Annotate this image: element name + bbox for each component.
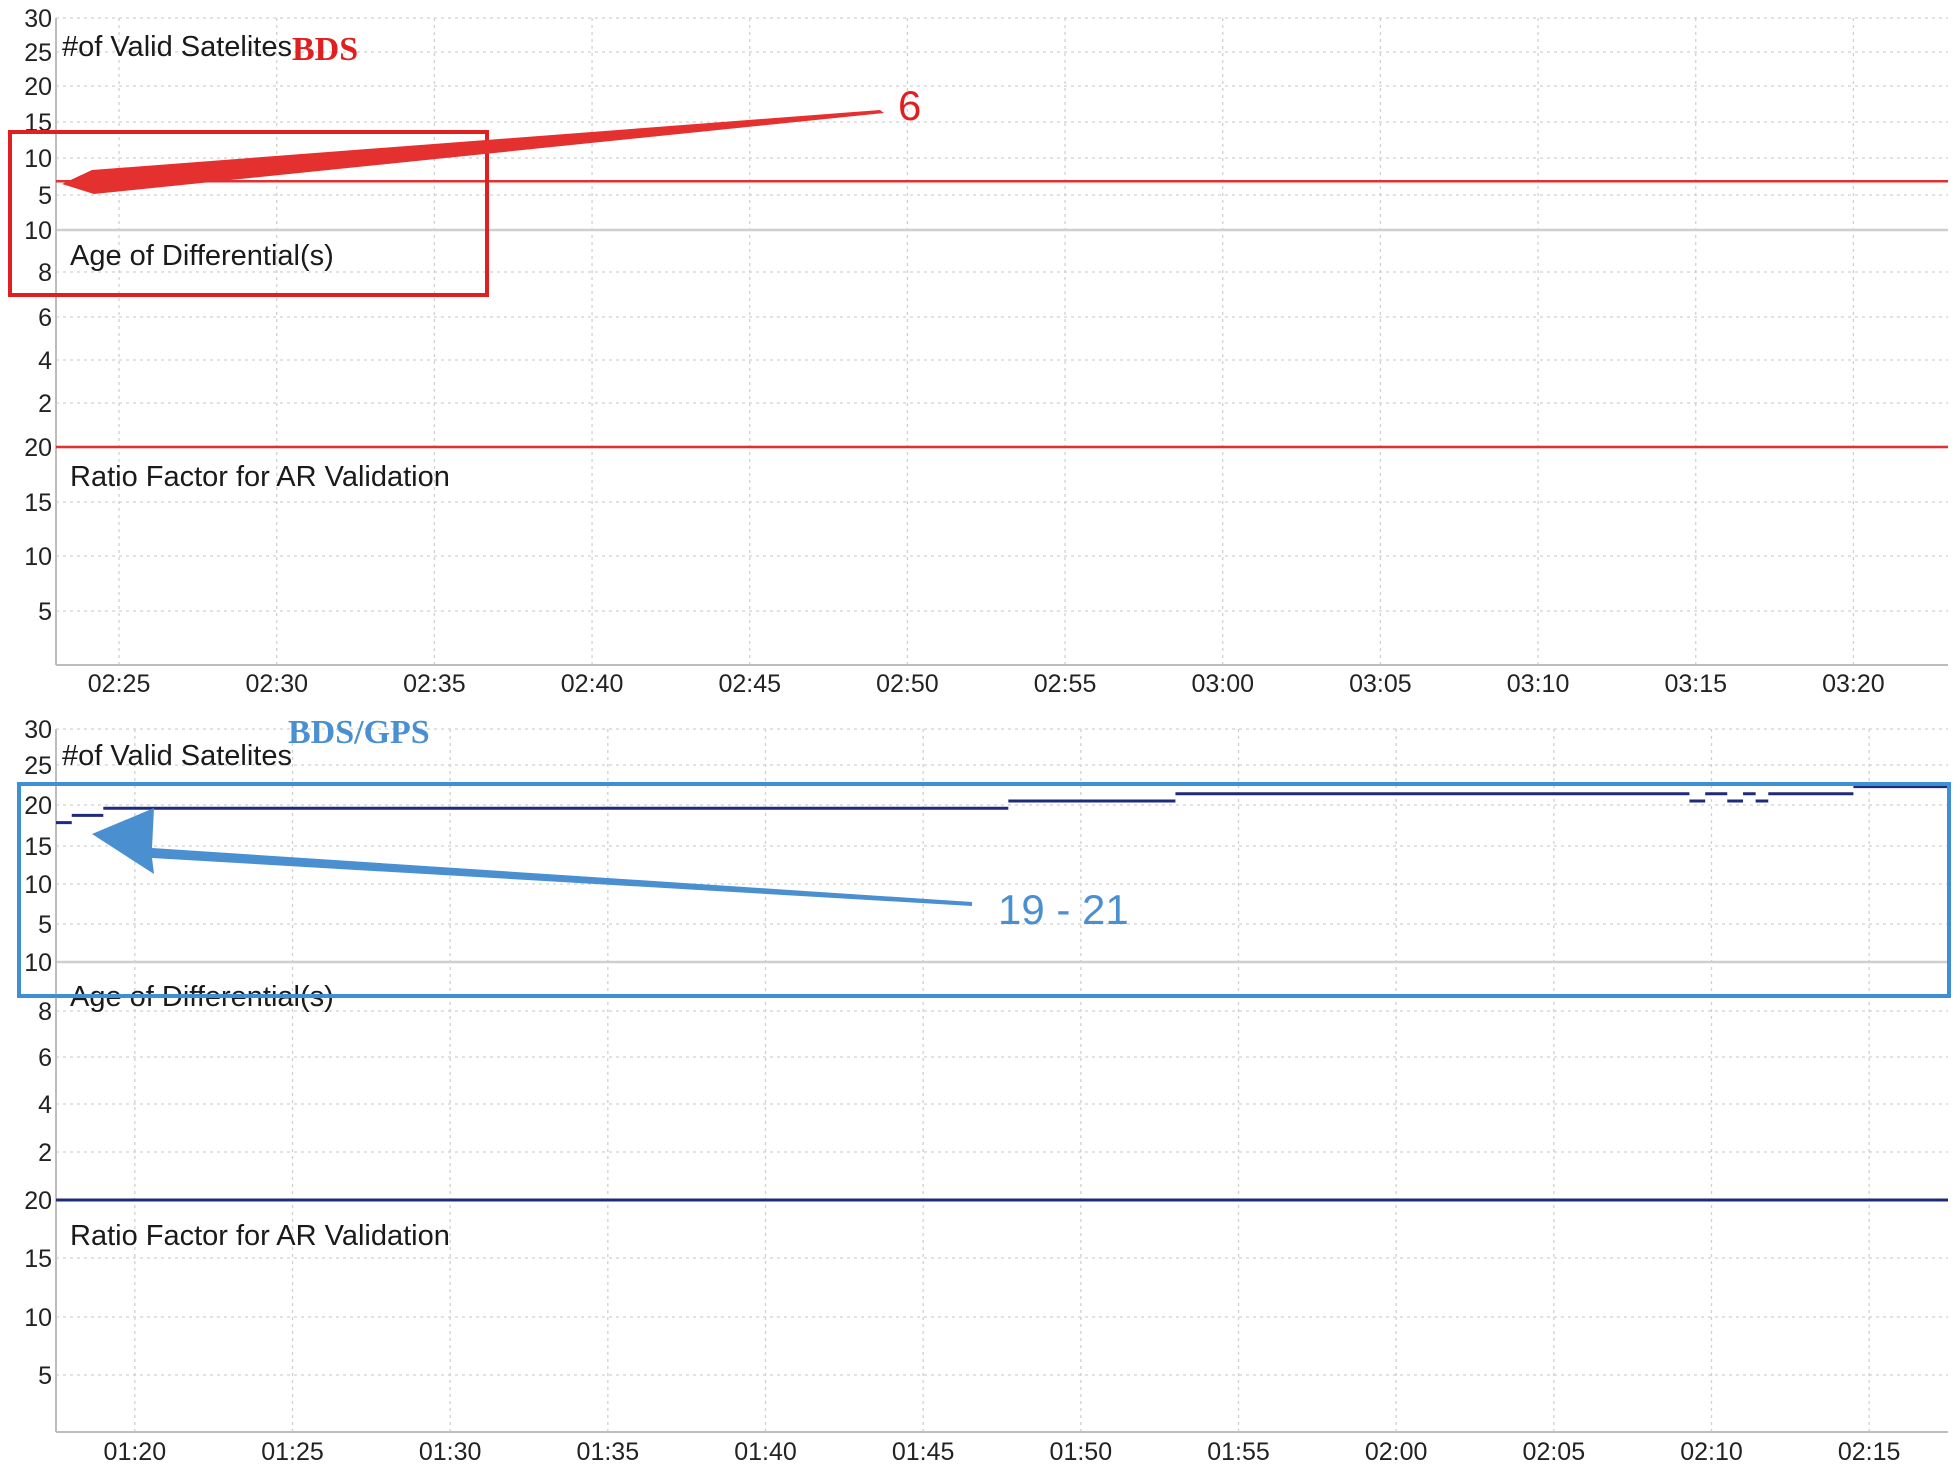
bds-gps-label: BDS/GPS	[288, 714, 430, 751]
x-tick-label: 01:55	[1207, 1438, 1270, 1466]
bds-gps-highlight-box	[17, 782, 1951, 998]
x-tick-label: 01:35	[577, 1438, 640, 1466]
bds-gps-annotation-value: 19 - 21	[998, 886, 1129, 933]
x-tick-label: 02:10	[1680, 1438, 1743, 1466]
bottom-series	[56, 785, 1948, 1202]
y-tick-label: 15	[24, 833, 52, 861]
y-tick-label: 20	[24, 1187, 52, 1215]
y-tick-label: 25	[24, 39, 52, 67]
x-tick-label: 02:30	[245, 670, 308, 698]
y-tick-label: 10	[24, 145, 52, 173]
y-tick-label: 10	[24, 217, 52, 245]
bottom-grid	[55, 728, 1948, 1433]
y-tick-label: 10	[24, 1304, 52, 1332]
top-series	[56, 179, 1948, 449]
bottom-panel1-title: #of Valid Satelites	[62, 740, 292, 772]
x-tick-label: 03:05	[1349, 670, 1412, 698]
top-panel1-title: #of Valid Satelites	[62, 31, 292, 63]
y-tick-label: 5	[38, 598, 52, 626]
y-tick-label: 25	[24, 752, 52, 780]
bottom-panel3-title: Ratio Factor for AR Validation	[70, 1220, 450, 1252]
x-tick-label: 02:35	[403, 670, 466, 698]
x-tick-label: 02:55	[1034, 670, 1097, 698]
x-tick-label: 03:15	[1664, 670, 1727, 698]
x-tick-label: 03:20	[1822, 670, 1885, 698]
x-tick-label: 02:50	[876, 670, 939, 698]
bottom-x-ticks: 01:20 01:25 01:30 01:35 01:40 01:45 01:50 01:55…	[104, 1438, 1901, 1466]
x-tick-label: 02:15	[1838, 1438, 1901, 1466]
bds-gps-annotation-arrow	[92, 808, 972, 906]
x-tick-label: 01:50	[1050, 1438, 1113, 1466]
y-tick-label: 10	[24, 871, 52, 899]
y-tick-label: 15	[24, 489, 52, 517]
x-tick-label: 01:30	[419, 1438, 482, 1466]
y-tick-label: 10	[24, 949, 52, 977]
y-tick-label: 6	[38, 304, 52, 332]
top-x-ticks: 02:25 02:30 02:35 02:40 02:45 02:50 02:55 03:00…	[88, 670, 1885, 698]
x-tick-label: 03:10	[1507, 670, 1570, 698]
y-tick-label: 20	[24, 792, 52, 820]
y-tick-label: 10	[24, 543, 52, 571]
bds-annotation-value: 6	[898, 82, 921, 129]
y-tick-label: 8	[38, 998, 52, 1026]
x-tick-label: 03:00	[1191, 670, 1254, 698]
y-tick-label: 20	[24, 434, 52, 462]
x-tick-label: 01:25	[261, 1438, 324, 1466]
y-tick-label: 2	[38, 390, 52, 418]
top-grid	[55, 17, 1948, 666]
x-tick-label: 01:45	[892, 1438, 955, 1466]
y-tick-label: 30	[24, 716, 52, 744]
bds-gps-chart: 30 25 20 15 10 5 10 8 6 4 2 20 15 10 5 01:20 01:25 01:30…	[17, 714, 1951, 1466]
y-tick-label: 4	[38, 347, 52, 375]
x-tick-label: 02:45	[718, 670, 781, 698]
series-line-panel-1	[56, 785, 1948, 825]
y-tick-label: 15	[24, 1245, 52, 1273]
bds-highlight-box	[8, 130, 489, 297]
y-tick-label: 5	[38, 182, 52, 210]
bds-annotation-arrow	[62, 110, 884, 194]
y-tick-label: 2	[38, 1139, 52, 1167]
x-tick-label: 02:00	[1365, 1438, 1428, 1466]
y-tick-label: 5	[38, 1362, 52, 1390]
bottom-y-ticks: 30 25 20 15 10 5 10 8 6 4 2 20 15 10 5	[24, 716, 52, 1390]
y-tick-label: 20	[24, 73, 52, 101]
y-tick-label: 8	[38, 259, 52, 287]
x-tick-label: 02:40	[561, 670, 624, 698]
top-panel2-title: Age of Differential(s)	[70, 240, 334, 272]
x-tick-label: 02:05	[1523, 1438, 1586, 1466]
y-tick-label: 30	[24, 5, 52, 33]
x-tick-label: 01:20	[104, 1438, 167, 1466]
x-tick-label: 01:40	[734, 1438, 797, 1466]
y-tick-label: 6	[38, 1044, 52, 1072]
y-tick-label: 4	[38, 1091, 52, 1119]
top-panel3-title: Ratio Factor for AR Validation	[70, 461, 450, 493]
bds-label: BDS	[292, 31, 358, 68]
y-tick-label: 5	[38, 911, 52, 939]
x-tick-label: 02:25	[88, 670, 151, 698]
